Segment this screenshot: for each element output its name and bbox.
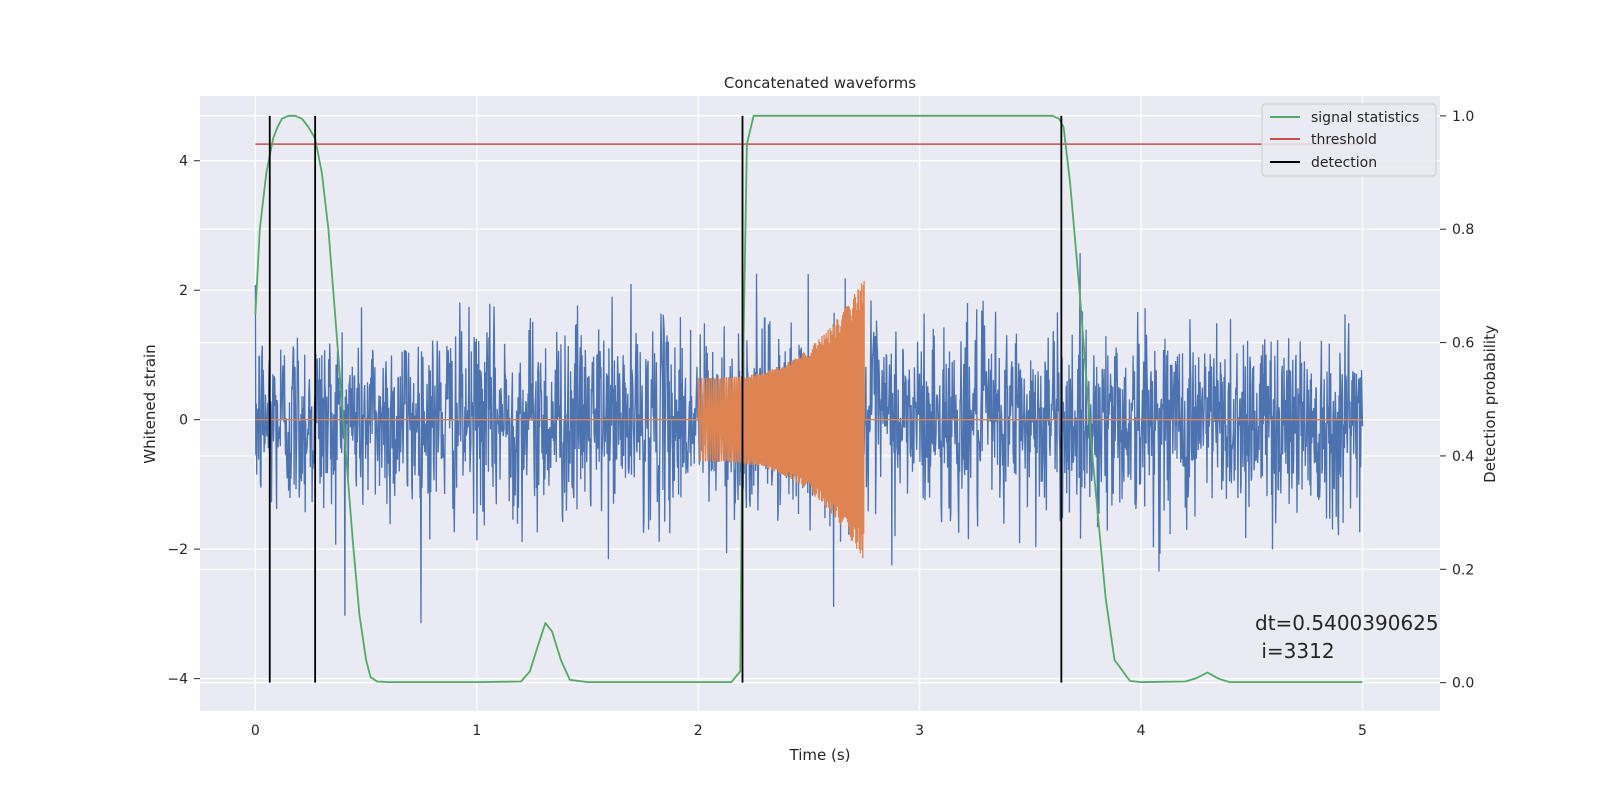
series-signal-statistics (254, 114, 1363, 683)
x-tick-label: 2 (694, 723, 703, 739)
chart-title: Concatenated waveforms (724, 74, 916, 92)
x-tick-label: 4 (1137, 723, 1146, 739)
y2-tick-label: 0.0 (1452, 676, 1474, 692)
y2-tick-label: 0.4 (1452, 449, 1474, 465)
x-axis-label: Time (s) (789, 746, 851, 764)
y-tick-label: 4 (179, 154, 188, 170)
y2-tick-label: 0.6 (1452, 336, 1474, 352)
x-tick-label: 0 (251, 723, 260, 739)
series-chirp (255, 280, 1363, 559)
series-layer (254, 114, 1364, 683)
legend: signal statistics threshold detection (1261, 103, 1437, 177)
ticks-layer: 0 1 2 3 4 5 −4 −2 0 2 4 0.0 0.2 0.4 0.6 0.8 1.0 (167, 109, 1474, 739)
y2-axis-label: Detection probability (1481, 325, 1499, 483)
y-tick-label: −4 (167, 672, 188, 688)
y-axis-label: Whitened strain (141, 344, 159, 463)
y2-tick-label: 0.2 (1452, 562, 1474, 578)
annotation-index: i=3312 (1255, 639, 1335, 663)
legend-label-signal: signal statistics (1311, 110, 1419, 126)
y-tick-label: 2 (179, 283, 188, 299)
x-tick-label: 5 (1358, 723, 1367, 739)
legend-label-detection: detection (1311, 155, 1377, 171)
y-tick-label: −2 (167, 542, 188, 558)
x-tick-label: 3 (915, 723, 924, 739)
annotation-dt: dt=0.5400390625 (1255, 611, 1439, 635)
y2-tick-label: 1.0 (1452, 109, 1474, 125)
legend-label-threshold: threshold (1311, 132, 1377, 148)
legend-box (1261, 103, 1437, 177)
y-tick-label: 0 (179, 413, 188, 429)
x-tick-label: 1 (472, 723, 481, 739)
y2-tick-label: 0.8 (1452, 222, 1474, 238)
